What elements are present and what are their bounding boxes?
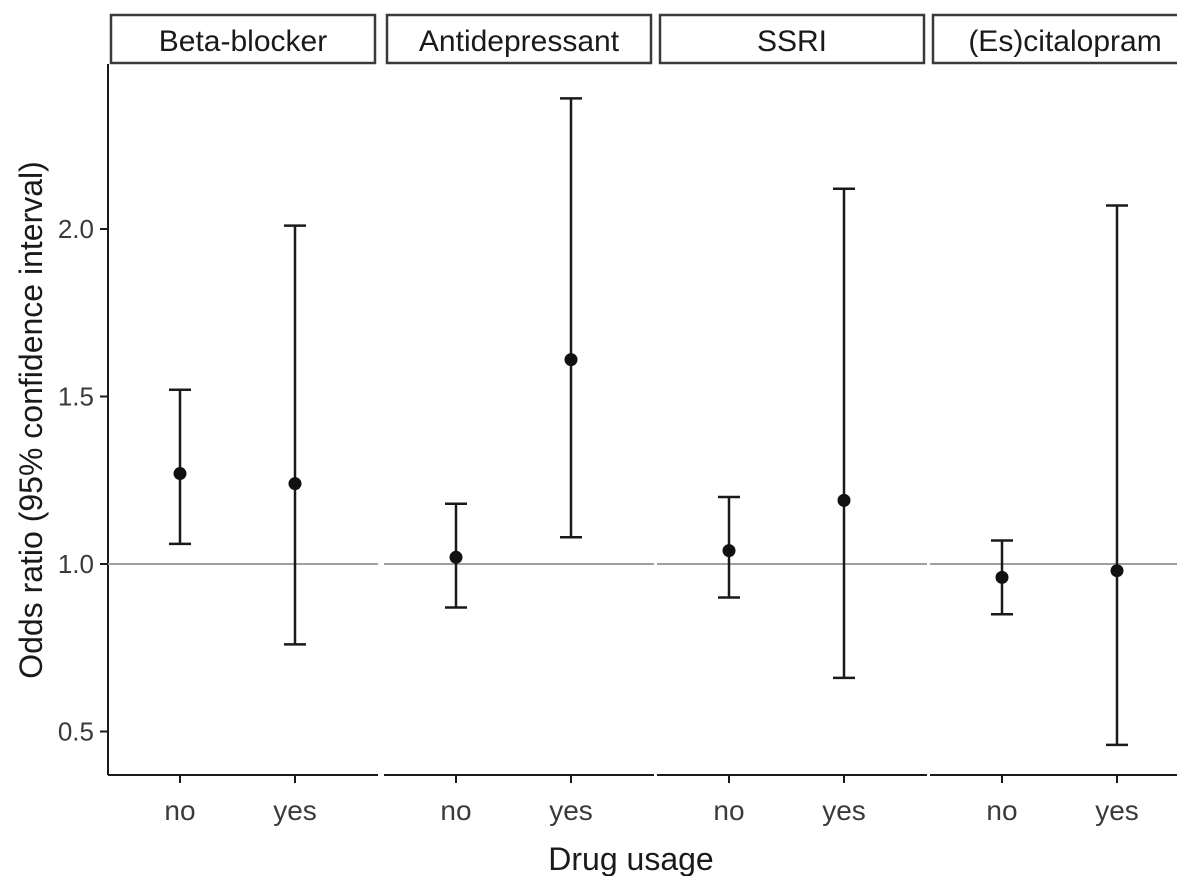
x-tick-label: yes bbox=[549, 795, 593, 826]
y-axis-title: Odds ratio (95% confidence interval) bbox=[13, 161, 49, 679]
facet-strip-label: Antidepressant bbox=[419, 25, 620, 58]
x-tick-label: yes bbox=[1095, 795, 1139, 826]
facet-strip-box bbox=[385, 13, 653, 65]
y-tick-label: 0.5 bbox=[58, 717, 94, 747]
y-axis: 0.5 1.0 1.5 2.0 bbox=[58, 64, 109, 775]
x-tick-label: no bbox=[164, 795, 195, 826]
odds-ratio-point bbox=[837, 493, 851, 507]
y-tick-label: 1.0 bbox=[58, 549, 94, 579]
x-tick-label: yes bbox=[822, 795, 866, 826]
error-bar bbox=[1106, 204, 1128, 747]
facet-strip: SSRI bbox=[658, 13, 926, 65]
y-tick-label: 2.0 bbox=[58, 214, 94, 244]
odds-ratio-point bbox=[449, 550, 463, 564]
odds-ratio-point bbox=[995, 570, 1009, 584]
error-bar bbox=[991, 539, 1013, 616]
facet-strip-label: SSRI bbox=[757, 25, 827, 58]
x-tick-label: no bbox=[713, 795, 744, 826]
odds-ratio-point bbox=[722, 544, 736, 558]
error-bar bbox=[833, 187, 855, 680]
facet-strip-label: Beta-blocker bbox=[159, 25, 327, 58]
error-bar bbox=[560, 97, 582, 539]
facet-panel bbox=[930, 204, 1177, 747]
x-axis-title: Drug usage bbox=[548, 841, 713, 876]
facet-strips: Beta-blocker Antidepressant SSRI (Es)citalo… bbox=[109, 13, 1177, 65]
error-bar bbox=[445, 502, 467, 609]
x-tick-label: yes bbox=[273, 795, 317, 826]
odds-ratio-point bbox=[288, 477, 302, 491]
y-tick-label: 1.5 bbox=[58, 382, 94, 412]
odds-ratio-point bbox=[1110, 564, 1124, 578]
facet-strip-label: (Es)citalopram bbox=[968, 25, 1161, 58]
error-bar bbox=[284, 224, 306, 646]
facet-panel bbox=[657, 187, 927, 680]
facet-panel bbox=[108, 224, 378, 646]
facet-panel bbox=[384, 97, 654, 609]
error-bar bbox=[718, 495, 740, 599]
facet-strip-box bbox=[658, 13, 926, 65]
facet-panels bbox=[108, 97, 1177, 747]
facet-strip: Beta-blocker bbox=[109, 13, 377, 65]
x-axis: no yes no yes no yes no yes bbox=[108, 774, 1177, 826]
x-tick-label: no bbox=[986, 795, 1017, 826]
odds-ratio-point bbox=[564, 353, 578, 367]
facet-strip-box bbox=[931, 13, 1177, 65]
odds-ratio-point bbox=[173, 467, 187, 481]
error-bar bbox=[169, 388, 191, 546]
facet-strip-box bbox=[109, 13, 377, 65]
facet-strip: Antidepressant bbox=[385, 13, 653, 65]
x-tick-label: no bbox=[440, 795, 471, 826]
facet-strip: (Es)citalopram bbox=[931, 13, 1177, 65]
